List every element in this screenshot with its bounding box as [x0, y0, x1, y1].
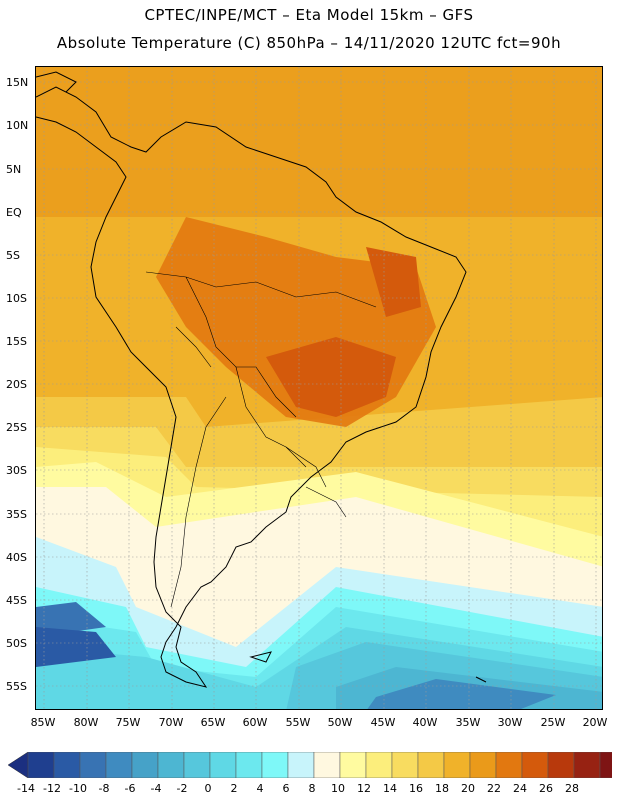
colorbar-swatch — [27, 751, 55, 779]
lat-label: 45S — [6, 594, 27, 607]
lon-label: 45W — [370, 716, 396, 729]
colorbar-label: 26 — [539, 782, 553, 795]
colorbar-swatch — [261, 751, 289, 779]
lon-label: 40W — [412, 716, 438, 729]
colorbar-label: 4 — [256, 782, 264, 795]
lat-label: 40S — [6, 551, 27, 564]
colorbar-label: -12 — [43, 782, 61, 795]
lat-label: 15S — [6, 335, 27, 348]
lat-label: 10S — [6, 292, 27, 305]
lon-label: 25W — [540, 716, 566, 729]
colorbar-label: 2 — [230, 782, 238, 795]
colorbar-swatch — [417, 751, 445, 779]
colorbar-label: 28 — [565, 782, 579, 795]
lon-label: 60W — [242, 716, 268, 729]
colorbar-swatch — [131, 751, 159, 779]
lon-label: 35W — [455, 716, 481, 729]
lat-label: 20S — [6, 378, 27, 391]
lat-label: 5S — [6, 249, 20, 262]
colorbar-swatch — [209, 751, 237, 779]
cold-spot-west — [36, 602, 106, 637]
colorbar-swatch — [157, 751, 185, 779]
lat-label: 30S — [6, 464, 27, 477]
colorbar-swatch — [443, 751, 471, 779]
lon-label: 30W — [497, 716, 523, 729]
lon-label: 20W — [582, 716, 608, 729]
lon-label: 55W — [285, 716, 311, 729]
lat-label: EQ — [6, 206, 22, 219]
temperature-map — [35, 66, 603, 710]
colorbar-swatch — [573, 751, 601, 779]
colorbar-swatch — [79, 751, 107, 779]
lat-label: 55S — [6, 680, 27, 693]
hottest-core — [266, 337, 396, 417]
colorbar-label: 22 — [487, 782, 501, 795]
colorbar-label: 20 — [461, 782, 475, 795]
colorbar-label: 16 — [409, 782, 423, 795]
colorbar-label: 12 — [357, 782, 371, 795]
lon-label: 65W — [200, 716, 226, 729]
colorbar-label: -2 — [176, 782, 188, 795]
colorbar-label: 6 — [282, 782, 290, 795]
hot-patch-ne — [366, 247, 421, 317]
colorbar-swatch — [469, 751, 497, 779]
colorbar-swatch — [313, 751, 341, 779]
map-subtitle: Absolute Temperature (C) 850hPa – 14/11/… — [56, 34, 562, 52]
lat-label: 35S — [6, 508, 27, 521]
falklands — [475, 676, 487, 683]
map-title: CPTEC/INPE/MCT – Eta Model 15km – GFS — [144, 6, 474, 24]
colorbar-label: 14 — [383, 782, 397, 795]
lon-label: 70W — [158, 716, 184, 729]
colorbar-label: 8 — [308, 782, 316, 795]
colorbar-label: -14 — [17, 782, 35, 795]
colorbar-swatch — [599, 751, 618, 779]
central-america-coast — [36, 71, 77, 93]
colorbar-swatch — [105, 751, 133, 779]
colorbar-swatch — [495, 751, 523, 779]
cold-spot-west-2 — [36, 627, 116, 667]
lat-label: 50S — [6, 637, 27, 650]
colorbar-label: -10 — [69, 782, 87, 795]
colorbar — [7, 751, 618, 782]
colorbar-swatch — [235, 751, 263, 779]
lon-label: 50W — [327, 716, 353, 729]
colorbar-label: 18 — [435, 782, 449, 795]
warm-band-north — [36, 67, 602, 217]
colorbar-arrow-low — [7, 751, 29, 779]
colorbar-swatches — [7, 751, 618, 779]
colorbar-label: 24 — [513, 782, 527, 795]
lon-label: 85W — [30, 716, 56, 729]
lon-label: 80W — [73, 716, 99, 729]
colorbar-label: 0 — [204, 782, 212, 795]
colorbar-swatch — [287, 751, 315, 779]
colorbar-swatch — [521, 751, 549, 779]
colorbar-swatch — [183, 751, 211, 779]
colorbar-label: -8 — [98, 782, 110, 795]
colorbar-swatch — [53, 751, 81, 779]
lat-label: 10N — [6, 119, 29, 132]
lat-label: 25S — [6, 421, 27, 434]
colorbar-swatch — [339, 751, 367, 779]
coastlines — [36, 71, 487, 688]
colorbar-label: -6 — [124, 782, 136, 795]
graticule — [36, 67, 602, 709]
colorbar-label: 10 — [331, 782, 345, 795]
colorbar-swatch — [391, 751, 419, 779]
lat-label: 5N — [6, 163, 22, 176]
lon-label: 75W — [115, 716, 141, 729]
island-shape — [249, 651, 272, 663]
colorbar-swatch — [365, 751, 393, 779]
colorbar-label: -4 — [150, 782, 162, 795]
band-m8 — [367, 679, 556, 709]
lat-label: 15N — [6, 76, 29, 89]
colorbar-swatch — [547, 751, 575, 779]
south-america-coast — [36, 86, 467, 688]
country-borders — [145, 271, 377, 608]
